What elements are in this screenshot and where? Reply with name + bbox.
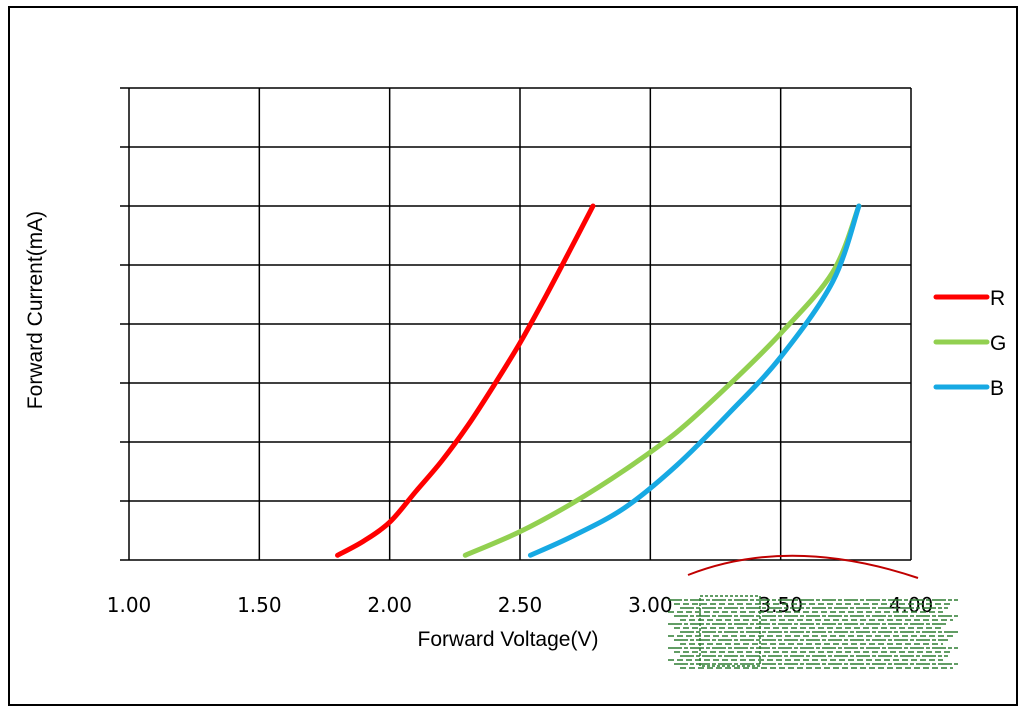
- series-line-b: [527, 203, 862, 558]
- company-seal-stamp: [668, 554, 958, 669]
- x-tick-label: 2.00: [367, 593, 412, 617]
- y-axis-label: Forward Current(mA): [24, 211, 47, 409]
- x-tick-labels: 1.00 1.50 2.00 2.50 3.00 3.50 4.00: [107, 593, 934, 617]
- x-tick-label: 2.50: [498, 593, 543, 617]
- x-tick-label: 4.00: [889, 593, 934, 617]
- stamp-arc: [687, 554, 919, 579]
- legend-label-g: G: [990, 332, 1006, 355]
- x-tick-label: 3.50: [758, 593, 803, 617]
- grid-lines: [120, 87, 912, 561]
- series-curves: [335, 203, 862, 558]
- x-axis-label: Forward Voltage(V): [418, 628, 599, 651]
- x-tick-label: 3.00: [628, 593, 673, 617]
- legend-label-b: B: [990, 377, 1004, 400]
- series-line-r: [335, 203, 596, 558]
- x-tick-label: 1.00: [107, 593, 152, 617]
- legend: RGB: [933, 287, 1006, 400]
- legend-label-r: R: [990, 287, 1005, 310]
- iv-curve-chart: 1.00 1.50 2.00 2.50 3.00 3.50 4.00 Forward Vol…: [24, 87, 1006, 669]
- x-tick-label: 1.50: [237, 593, 282, 617]
- stamp-emblem: [699, 595, 761, 667]
- series-line-g: [462, 203, 862, 558]
